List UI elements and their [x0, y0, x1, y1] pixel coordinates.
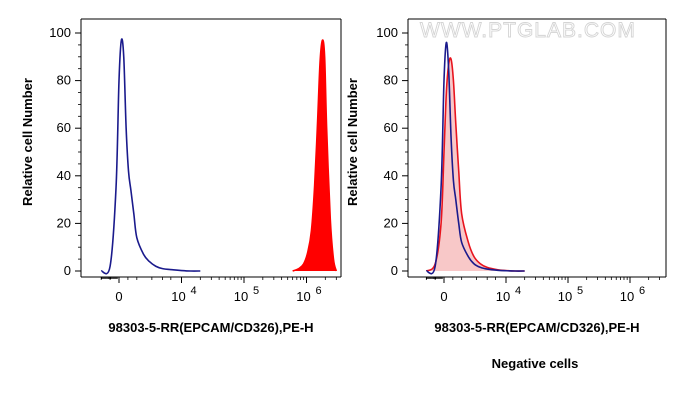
y-tick-label: 40: [57, 168, 71, 183]
panel-subtitle: Negative cells: [492, 356, 579, 371]
x-tick-exponent: 5: [253, 285, 259, 297]
x-tick-exponent: 5: [577, 285, 583, 297]
y-tick-label: 20: [384, 215, 398, 230]
y-tick-label: 100: [376, 25, 398, 40]
y-tick-label: 20: [57, 215, 71, 230]
y-axis-label: Relative cell Number: [345, 78, 360, 206]
y-tick-label: 80: [57, 73, 71, 88]
y-tick-label: 100: [49, 25, 71, 40]
y-tick-label: 0: [391, 263, 398, 278]
histogram-panel-2: 0 20 40 60 80 100 0 10 4 10 5 10 6 Relative cell Numb…: [345, 18, 667, 371]
watermark-text: WWW.PTGLAB.COM: [420, 19, 636, 42]
histogram-area-2: [292, 40, 337, 271]
x-tick-label: 10: [171, 289, 185, 304]
x-tick-label: 0: [440, 289, 447, 304]
histogram-line-2: [425, 41, 525, 275]
x-tick-label: 10: [558, 289, 572, 304]
y-tick-label: 60: [57, 120, 71, 135]
x-tick-label: 0: [115, 289, 122, 304]
x-tick-label: 10: [496, 289, 510, 304]
y-tick-label: 0: [64, 263, 71, 278]
x-tick-label: 10: [620, 289, 634, 304]
y-tick-label: 60: [384, 120, 398, 135]
x-axis-label: 98303-5-RR(EPCAM/CD326),PE-H: [434, 320, 639, 335]
histogram-area-1: [426, 57, 525, 272]
histogram-panel-1: 0 20 40 60 80 100 0 10 4 10 5 10 6 Relative cell Numb…: [20, 18, 342, 335]
x-tick-label: 10: [296, 289, 310, 304]
x-tick-exponent: 6: [316, 285, 322, 297]
histogram-line-1: [100, 38, 201, 275]
x-tick-label: 10: [234, 289, 248, 304]
y-axis-label: Relative cell Number: [20, 78, 35, 206]
histogram-line-2: [292, 39, 338, 272]
x-tick-exponent: 4: [515, 285, 521, 297]
x-axis-label: 98303-5-RR(EPCAM/CD326),PE-H: [108, 320, 313, 335]
y-tick-label: 40: [384, 168, 398, 183]
x-tick-exponent: 6: [639, 285, 645, 297]
y-tick-label: 80: [384, 73, 398, 88]
x-tick-exponent: 4: [191, 285, 197, 297]
